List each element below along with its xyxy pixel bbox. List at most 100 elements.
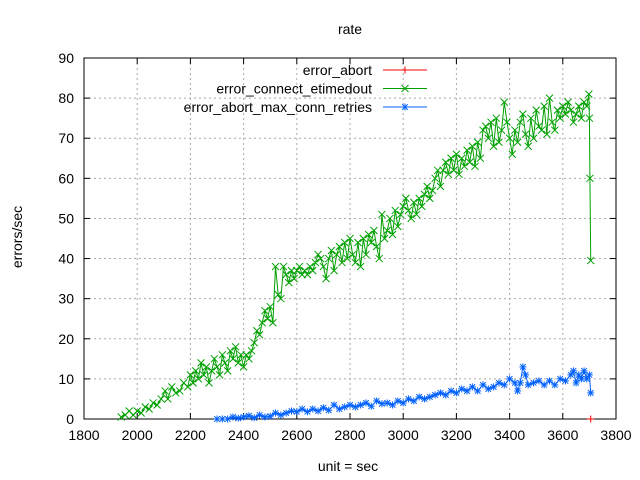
x-axis-label: unit = sec xyxy=(318,458,378,474)
legend-marker xyxy=(401,84,409,93)
y-tick-label: 40 xyxy=(58,251,74,267)
data-point xyxy=(577,114,586,123)
data-point xyxy=(250,414,258,422)
data-point xyxy=(239,363,248,371)
data-point xyxy=(409,198,418,207)
data-point xyxy=(479,126,487,135)
data-point xyxy=(284,278,293,287)
data-point xyxy=(391,206,400,215)
data-point xyxy=(447,154,455,163)
y-axis-ticks: 0 10 20 30 40 50 60 70 80 90 xyxy=(58,50,616,427)
y-tick-label: 90 xyxy=(58,50,74,66)
data-point xyxy=(298,405,306,413)
data-point xyxy=(425,194,434,203)
data-point xyxy=(586,174,594,183)
data-point xyxy=(476,154,485,163)
data-point xyxy=(330,401,338,409)
data-point xyxy=(261,306,269,315)
data-point xyxy=(468,383,476,391)
series-error_abort xyxy=(587,415,595,423)
data-point xyxy=(519,363,527,371)
x-tick-label: 2400 xyxy=(228,427,259,443)
x-tick-label: 2600 xyxy=(281,427,312,443)
data-point xyxy=(242,350,251,359)
data-point xyxy=(372,242,381,251)
data-point xyxy=(348,250,357,259)
data-point xyxy=(250,338,259,347)
data-point xyxy=(370,226,378,235)
data-point xyxy=(439,166,447,175)
data-point xyxy=(399,399,407,407)
data-point xyxy=(585,371,593,379)
data-point xyxy=(479,381,487,389)
data-point xyxy=(394,222,402,231)
data-point xyxy=(550,126,559,135)
data-point xyxy=(362,399,370,407)
data-point xyxy=(420,190,429,199)
chart-title: rate xyxy=(338,21,362,37)
data-point xyxy=(516,379,524,387)
data-point xyxy=(145,405,154,413)
data-point xyxy=(460,162,469,171)
data-point xyxy=(514,387,522,395)
x-tick-label: 1800 xyxy=(68,427,99,443)
data-point xyxy=(519,110,527,119)
data-point xyxy=(580,98,588,106)
data-point xyxy=(378,400,386,408)
data-point xyxy=(452,389,460,397)
data-point xyxy=(444,170,453,179)
data-point xyxy=(404,206,413,215)
data-point xyxy=(362,250,370,259)
y-tick-label: 70 xyxy=(58,130,74,146)
data-point xyxy=(161,387,169,395)
data-point xyxy=(537,126,546,135)
data-point xyxy=(542,130,551,139)
x-tick-label: 2800 xyxy=(334,427,365,443)
data-point xyxy=(535,122,543,131)
x-tick-label: 2000 xyxy=(122,427,153,443)
data-point xyxy=(481,122,490,131)
data-point xyxy=(497,126,506,135)
data-point xyxy=(575,371,583,379)
data-point xyxy=(221,358,229,367)
data-point xyxy=(213,363,221,371)
data-point xyxy=(489,142,498,151)
data-point xyxy=(545,94,554,102)
data-point xyxy=(487,118,495,127)
data-point xyxy=(532,106,541,114)
data-point xyxy=(587,415,595,423)
data-point xyxy=(569,118,578,127)
data-point xyxy=(157,395,165,403)
data-point xyxy=(558,102,567,110)
data-point xyxy=(535,377,543,385)
data-point xyxy=(167,383,176,391)
data-point xyxy=(548,118,557,127)
data-point xyxy=(364,230,373,239)
data-point xyxy=(261,413,269,421)
data-point xyxy=(431,391,439,399)
data-point xyxy=(153,401,162,409)
data-point xyxy=(351,258,360,267)
data-point xyxy=(583,375,591,383)
data-point xyxy=(149,399,158,407)
data-point xyxy=(205,379,213,387)
data-point xyxy=(500,98,509,106)
data-point xyxy=(585,90,593,98)
data-point xyxy=(335,242,344,251)
data-point xyxy=(287,407,295,415)
x-tick-label: 3000 xyxy=(388,427,419,443)
data-point xyxy=(513,138,522,147)
data-point xyxy=(247,346,256,355)
data-point xyxy=(587,389,595,397)
data-point xyxy=(417,202,426,211)
data-point xyxy=(556,114,564,123)
x-axis-ticks: 1800 2000 2200 2400 2600 2800 3000 3200 3400 3600… xyxy=(68,58,632,443)
data-point xyxy=(540,381,548,389)
data-point xyxy=(465,158,474,167)
data-point xyxy=(255,330,264,339)
data-point xyxy=(449,166,458,175)
data-point xyxy=(521,130,530,139)
data-point xyxy=(415,194,424,203)
data-point xyxy=(303,270,312,279)
